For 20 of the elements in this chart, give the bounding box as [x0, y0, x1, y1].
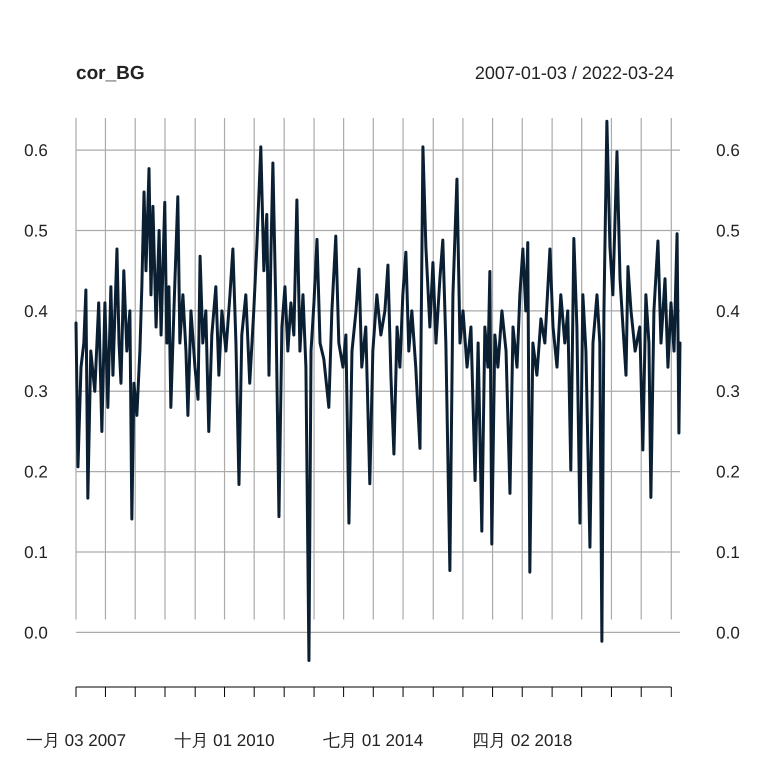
x-tick-label: 四月 02 2018	[472, 731, 572, 750]
y2-tick-label: 0.5	[716, 222, 740, 241]
chart-title: cor_BG	[76, 63, 145, 84]
y2-tick-label: 0.1	[716, 542, 740, 562]
chart-subtitle: 2007-01-03 / 2022-03-24	[474, 63, 674, 83]
y2-tick-label: 0.6	[716, 141, 740, 160]
y2-tick-label: 0.2	[716, 462, 740, 482]
y2-tick-label: 0.0	[716, 623, 740, 642]
y-tick-label: 0.5	[24, 222, 48, 241]
x-tick-label: 十月 01 2010	[174, 731, 275, 750]
x-tick-label: 一月 03 2007	[26, 731, 126, 750]
y2-tick-label: 0.3	[716, 382, 740, 402]
y-tick-label: 0.0	[24, 623, 48, 642]
y-tick-label: 0.3	[24, 382, 48, 402]
y-tick-label: 0.1	[24, 542, 48, 562]
y-tick-label: 0.4	[24, 302, 48, 321]
y2-tick-label: 0.4	[716, 302, 740, 321]
y-tick-label: 0.6	[24, 141, 48, 160]
y-tick-label: 0.2	[24, 462, 48, 482]
x-tick-label: 七月 01 2014	[323, 731, 424, 750]
